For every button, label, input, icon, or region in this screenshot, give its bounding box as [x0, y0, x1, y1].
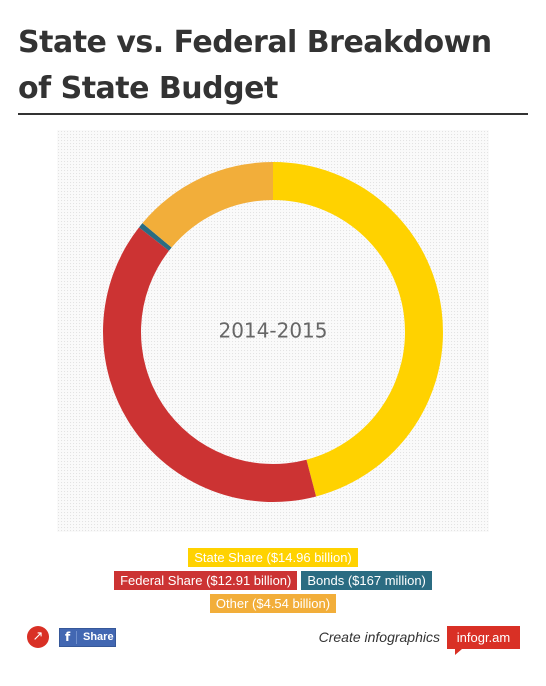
create-infographics-link[interactable]: Create infographics — [318, 629, 440, 645]
facebook-share-button[interactable]: f Share — [59, 628, 116, 647]
page-title: State vs. Federal Breakdown of State Bud… — [18, 25, 492, 106]
badge-tail — [455, 649, 462, 655]
chart-center-label: 2014-2015 — [218, 319, 327, 343]
legend-item-0[interactable]: State Share ($14.96 billion) — [188, 548, 358, 567]
facebook-button-divider — [76, 631, 77, 644]
legend-item-2[interactable]: Bonds ($167 million) — [301, 571, 432, 590]
chart-area: 2014-2015 — [57, 130, 489, 532]
facebook-icon: f — [65, 630, 71, 644]
donut-slice-0[interactable] — [273, 162, 444, 497]
share-icon[interactable]: ↗ — [27, 626, 49, 648]
footer: ↗ f Share Create infographics infogr.am — [0, 624, 546, 655]
donut-slice-1[interactable] — [102, 227, 317, 503]
donut-slice-2[interactable] — [139, 223, 172, 251]
infogram-brand-badge[interactable]: infogr.am — [447, 626, 520, 655]
chart-legend: State Share ($14.96 billion) Federal Shar… — [0, 548, 546, 613]
legend-item-1[interactable]: Federal Share ($12.91 billion) — [114, 571, 298, 590]
donut-slice-3[interactable] — [142, 162, 273, 248]
title-divider — [18, 113, 528, 115]
infogram-brand-label: infogr.am — [456, 630, 511, 645]
legend-item-3[interactable]: Other ($4.54 billion) — [209, 594, 337, 613]
facebook-share-label: Share — [83, 631, 114, 643]
donut-chart: 2014-2015 — [102, 162, 444, 503]
